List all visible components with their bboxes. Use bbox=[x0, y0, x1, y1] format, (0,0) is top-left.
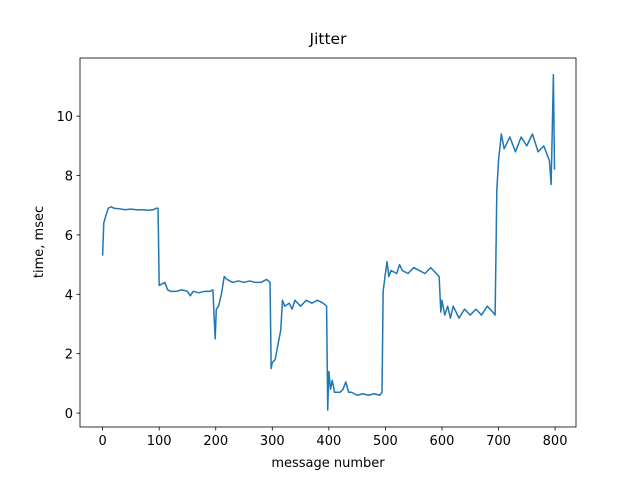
x-axis-label: message number bbox=[271, 456, 385, 471]
y-tick-label: 8 bbox=[65, 170, 73, 185]
plot-frame bbox=[79, 57, 577, 428]
y-tick-label: 4 bbox=[65, 288, 73, 303]
data-line bbox=[101, 73, 556, 411]
y-tick-label: 2 bbox=[65, 348, 73, 363]
y-axis-label: time, msec bbox=[32, 206, 47, 278]
chart-title: Jitter bbox=[309, 30, 348, 48]
x-tick-label: 0 bbox=[98, 434, 106, 449]
y-tick-label: 0 bbox=[65, 407, 73, 422]
x-tick-label: 700 bbox=[486, 434, 511, 449]
y-tick-label: 6 bbox=[65, 229, 73, 244]
x-tick-label: 100 bbox=[147, 434, 172, 449]
x-tick-label: 500 bbox=[373, 434, 398, 449]
x-tick-label: 400 bbox=[316, 434, 341, 449]
y-tick-label: 10 bbox=[56, 110, 73, 125]
x-tick-label: 600 bbox=[430, 434, 455, 449]
x-tick-label: 300 bbox=[260, 434, 285, 449]
x-tick-label: 800 bbox=[543, 434, 568, 449]
x-tick-label: 200 bbox=[203, 434, 228, 449]
